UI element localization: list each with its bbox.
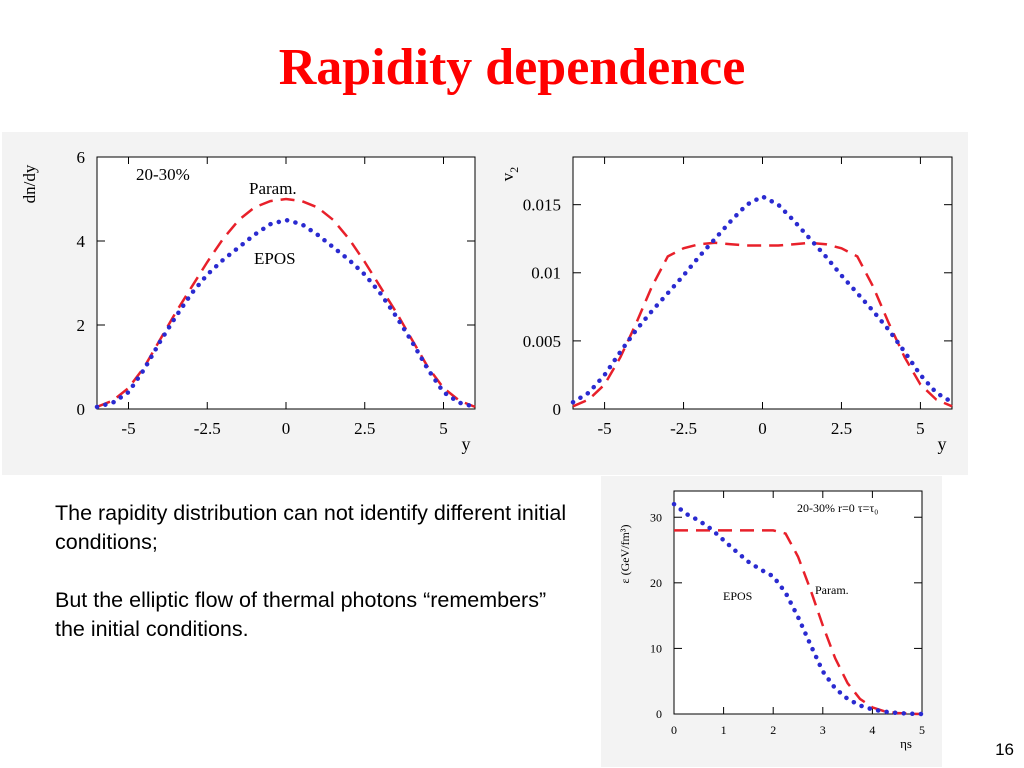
x-tick-label: 3 — [820, 723, 826, 737]
series-line-param — [674, 529, 923, 716]
slide-number: 16 — [995, 740, 1014, 759]
y-tick-label: 4 — [77, 232, 86, 251]
chart-annotation: Param. — [249, 179, 297, 198]
y-tick-label: 6 — [77, 148, 86, 167]
y-tick-label: 0 — [77, 400, 86, 419]
y-tick-label: 0 — [656, 707, 662, 721]
x-axis-label: y — [462, 434, 471, 454]
x-tick-label: 0 — [671, 723, 677, 737]
x-tick-label: -5 — [597, 419, 611, 438]
chart-annotation: 20-30% — [136, 165, 190, 184]
x-tick-label: -2.5 — [670, 419, 697, 438]
x-tick-label: 2 — [770, 723, 776, 737]
body-text: The rapidity distribution can not identi… — [55, 499, 575, 644]
series-line-epos — [94, 217, 478, 410]
paragraph-elliptic-flow: But the elliptic flow of thermal photons… — [55, 588, 547, 641]
x-tick-label: 1 — [721, 723, 727, 737]
plot-panel-top: -5 -2.5 0 2.5 5 0 2 4 6 y dn/dy 20-30% Param. EPOS -5… — [2, 132, 968, 475]
v2-chart: -5 -2.5 0 2.5 5 0 0.005 0.01 0.015 y v2 — [498, 156, 955, 454]
energy-density-chart: 0 1 2 3 4 5 0 10 20 30 ηs ε (GeV/fm³) 20-30% r=0 τ=τ… — [618, 490, 925, 751]
x-tick-label: 0 — [282, 419, 291, 438]
x-tick-label: 4 — [869, 723, 875, 737]
y-tick-label: 30 — [650, 510, 662, 524]
plot-frame — [673, 490, 923, 715]
slide-title: Rapidity dependence — [278, 39, 746, 96]
y-tick-label: 2 — [77, 316, 86, 335]
x-tick-label: -2.5 — [194, 419, 221, 438]
y-tick-label: 0.005 — [523, 332, 561, 351]
y-tick-label: 0.015 — [523, 196, 561, 215]
y-axis-label: ε (GeV/fm³) — [618, 525, 632, 584]
x-tick-label: 5 — [919, 723, 925, 737]
paragraph-rapidity: The rapidity distribution can not identi… — [55, 501, 567, 554]
x-axis-label: y — [938, 434, 947, 454]
x-axis-label: ηs — [900, 736, 912, 751]
chart-annotation: 20-30% r=0 τ=τ₀ — [797, 501, 878, 515]
y-tick-label: 0.01 — [531, 264, 561, 283]
chart-annotation: Param. — [815, 583, 849, 597]
y-tick-label: 10 — [650, 642, 662, 656]
x-tick-label: 2.5 — [354, 419, 375, 438]
plot-frame — [572, 156, 953, 410]
x-tick-label: 0 — [758, 419, 767, 438]
y-axis-label: dn/dy — [20, 164, 39, 203]
x-tick-label: 2.5 — [831, 419, 852, 438]
x-tick-label: -5 — [121, 419, 135, 438]
y-axis-label-subscript: 2 — [507, 167, 521, 173]
y-axis-label: v2 — [498, 167, 521, 182]
dndy-chart: -5 -2.5 0 2.5 5 0 2 4 6 y dn/dy 20-30% Param. EPOS — [20, 148, 478, 454]
series-line-epos — [671, 501, 925, 717]
chart-annotation: EPOS — [723, 589, 752, 603]
chart-annotation: EPOS — [254, 249, 296, 268]
series-line-epos — [570, 193, 955, 405]
y-tick-label: 0 — [553, 400, 562, 419]
y-tick-label: 20 — [650, 576, 662, 590]
plot-panel-bottom: 0 1 2 3 4 5 0 10 20 30 ηs ε (GeV/fm³) 20-30% r=0 τ=τ… — [601, 476, 942, 767]
series-line-param — [572, 241, 953, 408]
x-tick-label: 5 — [439, 419, 448, 438]
x-tick-label: 5 — [916, 419, 925, 438]
